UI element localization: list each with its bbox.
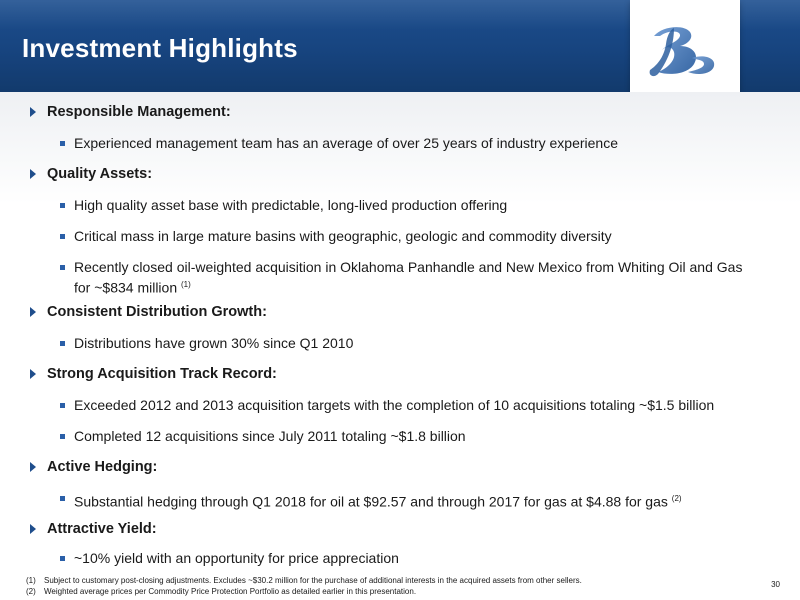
bullet-item: ~10% yield with an opportunity for price…: [60, 550, 780, 567]
square-bullet-icon: [60, 496, 65, 501]
heading-text: Consistent Distribution Growth:: [47, 304, 267, 320]
bullet-text: Critical mass in large mature basins wit…: [74, 228, 612, 244]
bullet-text: Recently closed oil-weighted acquisition…: [74, 259, 743, 275]
heading-consistent-distribution-growth: Consistent Distribution Growth:: [30, 304, 267, 320]
bullet-text: ~10% yield with an opportunity for price…: [74, 550, 399, 566]
heading-text: Quality Assets:: [47, 166, 153, 182]
page-title: Investment Highlights: [22, 33, 298, 63]
bullet-text-block: Recently closed oil-weighted acquisition…: [74, 259, 742, 297]
content-area: [0, 92, 800, 600]
square-bullet-icon: [60, 341, 65, 346]
company-logo-monogram-icon: [649, 27, 715, 77]
triangle-bullet-icon: [30, 462, 36, 472]
footnote-text: Subject to customary post-closing adjust…: [44, 576, 582, 585]
footnote-ref: (1): [181, 280, 191, 289]
square-bullet-icon: [60, 234, 65, 239]
logo-box: [630, 0, 740, 108]
square-bullet-icon: [60, 556, 65, 561]
heading-text: Strong Acquisition Track Record:: [47, 366, 277, 382]
bullet-item: High quality asset base with predictable…: [60, 197, 780, 214]
page-number: 30: [771, 580, 780, 589]
bullet-item: Recently closed oil-weighted acquisition…: [60, 259, 780, 297]
square-bullet-icon: [60, 141, 65, 146]
heading-active-hedging: Active Hedging:: [30, 459, 157, 475]
heading-responsible-management: Responsible Management:: [30, 104, 231, 120]
bullet-item: Distributions have grown 30% since Q1 20…: [60, 335, 780, 352]
triangle-bullet-icon: [30, 169, 36, 179]
footnote-text: Weighted average prices per Commodity Pr…: [44, 587, 417, 596]
heading-strong-acquisition-track-record: Strong Acquisition Track Record:: [30, 366, 277, 382]
bullet-item: Experienced management team has an avera…: [60, 135, 780, 152]
bullet-text-continued: for ~$834 million: [74, 279, 178, 296]
triangle-bullet-icon: [30, 369, 36, 379]
square-bullet-icon: [60, 403, 65, 408]
bullet-text: Experienced management team has an avera…: [74, 135, 618, 151]
bullet-text: High quality asset base with predictable…: [74, 197, 508, 213]
square-bullet-icon: [60, 203, 65, 208]
footnote-ref: (2): [671, 494, 682, 503]
bullet-text: Completed 12 acquisitions since July 201…: [74, 428, 466, 444]
triangle-bullet-icon: [30, 307, 36, 317]
footnote-number: (2): [26, 587, 36, 596]
footnote-number: (1): [26, 576, 36, 585]
heading-attractive-yield: Attractive Yield:: [30, 521, 157, 537]
bullet-item: Completed 12 acquisitions since July 201…: [60, 428, 780, 445]
bullet-text: Exceeded 2012 and 2013 acquisition targe…: [74, 397, 715, 413]
bullet-text-block: Substantial hedging through Q1 2018 for …: [74, 490, 682, 511]
square-bullet-icon: [60, 434, 65, 439]
footnotes: (1) Subject to customary post-closing ad…: [26, 575, 582, 597]
footnote-item: (2) Weighted average prices per Commodit…: [26, 586, 582, 597]
bullet-text: Distributions have grown 30% since Q1 20…: [74, 335, 354, 351]
bullet-item: Critical mass in large mature basins wit…: [60, 228, 780, 245]
triangle-bullet-icon: [30, 524, 36, 534]
heading-text: Responsible Management:: [47, 104, 231, 120]
heading-text: Attractive Yield:: [47, 521, 157, 537]
footnote-item: (1) Subject to customary post-closing ad…: [26, 575, 582, 586]
heading-quality-assets: Quality Assets:: [30, 166, 152, 182]
triangle-bullet-icon: [30, 107, 36, 117]
square-bullet-icon: [60, 265, 65, 270]
bullet-item: Exceeded 2012 and 2013 acquisition targe…: [60, 397, 780, 414]
bullet-item: Substantial hedging through Q1 2018 for …: [60, 490, 780, 511]
heading-text: Active Hedging:: [47, 459, 158, 475]
bullet-text: Substantial hedging through Q1 2018 for …: [74, 493, 668, 510]
